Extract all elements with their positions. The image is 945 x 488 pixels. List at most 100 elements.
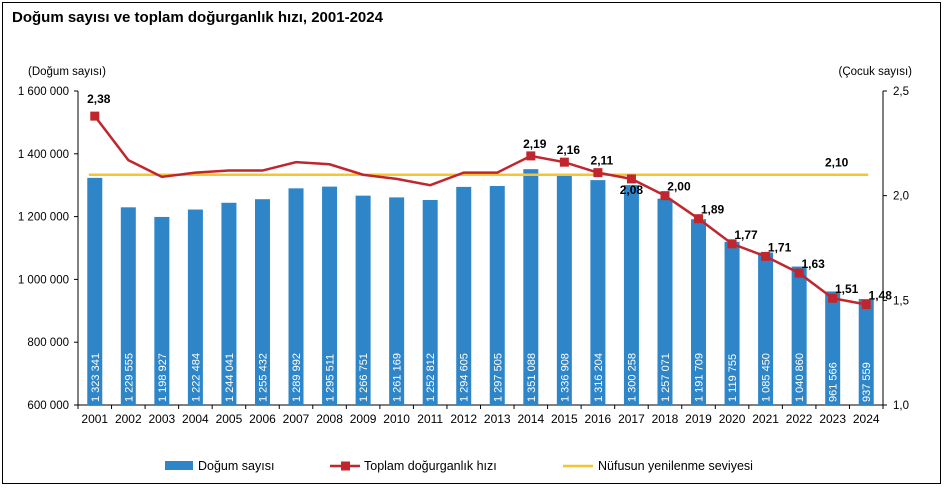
replacement-level-line: 2,10 <box>88 156 869 176</box>
x-tick-label: 2011 <box>417 412 443 426</box>
fertility-rate-label: 2,19 <box>523 137 547 151</box>
bar <box>691 219 707 405</box>
bar-value-label: 1 300 258 <box>626 353 638 402</box>
bar <box>355 195 371 405</box>
y-right-tick-label: 1,5 <box>893 295 909 307</box>
fertility-rate-marker <box>727 239 737 249</box>
bar <box>523 169 539 405</box>
bar-value-label: 1 295 511 <box>325 354 337 402</box>
chart-title: Doğum sayısı ve toplam doğurganlık hızı,… <box>12 9 383 26</box>
bar-value-label: 1 261 169 <box>392 353 404 402</box>
x-tick-label: 2024 <box>853 412 880 426</box>
bar <box>724 241 740 405</box>
x-tick-label: 2004 <box>182 412 209 426</box>
x-tick-label: 2022 <box>786 412 813 426</box>
x-tick-label: 2003 <box>149 412 176 426</box>
fertility-rate-marker <box>861 300 871 310</box>
legend-label-replacement: Nüfusun yenilenme seviyesi <box>598 459 753 473</box>
bar <box>758 252 774 405</box>
fertility-rate-marker <box>761 251 771 261</box>
bar-value-label: 1 266 751 <box>358 353 370 402</box>
y-right-axis-label: (Çocuk sayısı) <box>839 66 913 78</box>
bar-value-label: 1 191 709 <box>694 353 706 402</box>
fertility-rate-label: 1,48 <box>869 289 893 303</box>
fertility-rate-marker <box>593 168 603 178</box>
bar-value-label: 1 336 908 <box>559 353 571 402</box>
x-tick-label: 2017 <box>618 412 645 426</box>
x-tick-label: 2001 <box>81 412 108 426</box>
fertility-rate-marker <box>694 214 704 224</box>
bar-value-label: 1 255 432 <box>257 353 269 402</box>
bar-value-label: 1 351 088 <box>526 353 538 402</box>
bar <box>154 216 170 405</box>
fertility-rate-label: 2,38 <box>87 92 111 106</box>
bar-value-label: 961 566 <box>828 362 840 402</box>
x-tick-label: 2023 <box>819 412 846 426</box>
legend-marker-fertility <box>341 461 350 471</box>
x-tick-label: 2013 <box>484 412 511 426</box>
bar <box>288 188 304 405</box>
x-tick-label: 2012 <box>450 412 477 426</box>
y-left-tick-label: 600 000 <box>27 400 69 412</box>
x-tick-label: 2020 <box>719 412 746 426</box>
x-tick-label: 2007 <box>283 412 310 426</box>
legend-label-fertility: Toplam doğurganlık hızı <box>364 459 497 473</box>
axes: 600 000 800 000 1 000 000 1 200 000 1 400 00… <box>18 86 909 426</box>
fertility-rate-marker <box>626 174 636 184</box>
bar <box>187 209 203 405</box>
bar <box>322 186 338 405</box>
bar <box>221 202 237 405</box>
bar <box>120 207 136 405</box>
bar-value-label: 1 252 812 <box>425 353 437 402</box>
bar-value-label: 1 257 071 <box>660 353 672 402</box>
bar-value-label: 1 289 992 <box>291 353 303 402</box>
legend: Doğum sayısı Toplam doğurganlık hızı Nüfus… <box>165 459 753 473</box>
legend-swatch-births <box>165 461 193 470</box>
bar <box>825 291 841 405</box>
fertility-rate-polyline <box>93 115 867 306</box>
fertility-rate-label: 1,71 <box>768 240 792 254</box>
fertility-rate-marker <box>559 157 569 167</box>
x-tick-label: 2010 <box>383 412 410 426</box>
y-left-tick-label: 1 200 000 <box>18 212 69 224</box>
fertility-rate-label: 1,63 <box>801 257 825 271</box>
x-tick-label: 2014 <box>517 412 544 426</box>
x-tick-label: 2005 <box>216 412 243 426</box>
replacement-level-label: 2,10 <box>825 156 849 170</box>
bar-value-label: 1 294 605 <box>459 353 471 402</box>
fertility-rate-marker <box>660 191 670 201</box>
bar-value-label: 1 198 927 <box>157 353 169 402</box>
bar <box>858 299 874 405</box>
bar-value-labels: 1 323 341 1 229 555 1 198 927 1 222 484 1 24… <box>90 353 873 402</box>
bar <box>87 177 103 405</box>
y-left-tick-label: 1 600 000 <box>18 86 69 98</box>
x-tick-label: 2016 <box>585 412 612 426</box>
y-left-tick-label: 1 000 000 <box>18 274 69 286</box>
fertility-rate-line <box>90 111 871 310</box>
fertility-rate-label: 2,00 <box>667 180 691 194</box>
y-right-tick-label: 2,0 <box>893 191 909 203</box>
bar-value-label: 1 040 860 <box>794 353 806 402</box>
bar-value-label: 1 229 555 <box>123 353 135 402</box>
fertility-rate-label: 1,51 <box>835 282 859 296</box>
fertility-rate-label: 1,77 <box>734 228 758 242</box>
y-left-axis-label: (Doğum sayısı) <box>28 66 106 78</box>
bar <box>489 185 505 405</box>
x-tick-label: 2018 <box>652 412 679 426</box>
bar <box>456 186 472 405</box>
fertility-rate-marker <box>794 268 804 278</box>
bar <box>791 266 807 405</box>
fertility-rate-label: 2,11 <box>591 154 614 168</box>
fertility-rate-marker <box>828 293 838 303</box>
bar <box>590 180 606 405</box>
x-tick-label: 2021 <box>752 412 779 426</box>
bar <box>623 185 639 405</box>
fertility-rate-label: 2,08 <box>620 183 644 197</box>
y-left-tick-label: 800 000 <box>27 337 69 349</box>
bar-value-label: 1 119 755 <box>727 354 739 402</box>
y-right-tick-label: 2,5 <box>893 86 909 98</box>
bar <box>556 173 572 405</box>
fertility-rate-label: 2,16 <box>557 143 581 157</box>
